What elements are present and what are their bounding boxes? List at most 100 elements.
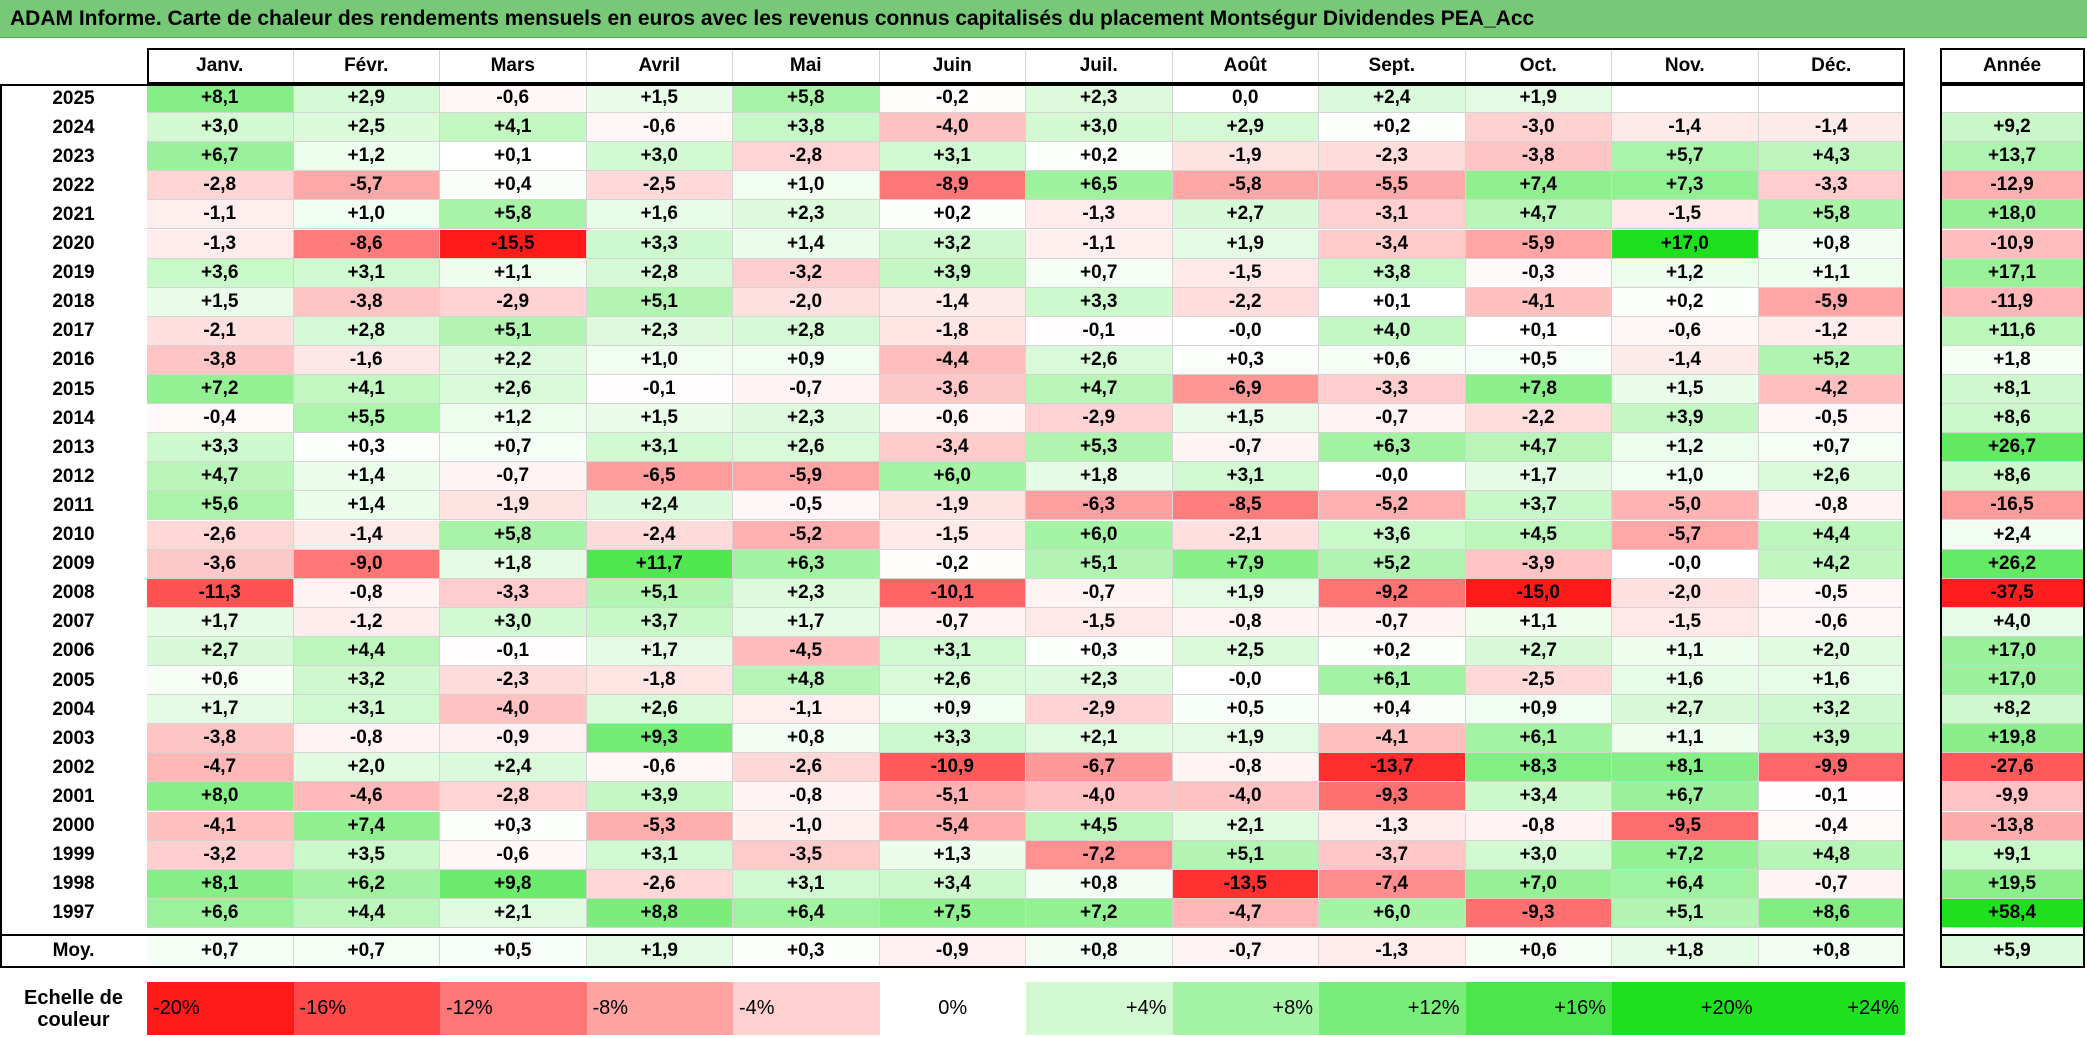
month-header: Nov.: [1612, 48, 1759, 84]
heatmap-cell: +2,6: [440, 375, 587, 405]
heatmap-cell: -2,6: [586, 869, 733, 899]
heatmap-cell: +2,3: [586, 316, 733, 346]
month-header: Déc.: [1759, 48, 1905, 84]
heatmap-cell: -8,9: [879, 171, 1026, 201]
heatmap-cell: -8,6: [293, 229, 440, 259]
heatmap-cell: -2,1: [1172, 520, 1319, 550]
heatmap-cell: +5,1: [586, 287, 733, 317]
heatmap-cell: +7,8: [1465, 375, 1612, 405]
heatmap-cell: -9,0: [293, 549, 440, 579]
heatmap-cell: +6,0: [1319, 898, 1466, 928]
row-year-label: 2014: [52, 407, 95, 429]
heatmap-cell: +5,1: [586, 578, 733, 608]
heatmap-cell: -9,5: [1612, 811, 1759, 841]
heatmap-cell: +2,4: [440, 753, 587, 783]
heatmap-cell: +5,1: [1026, 549, 1173, 579]
heatmap-cell: -11,3: [147, 578, 294, 608]
annual-cell: -10,9: [1940, 229, 2085, 259]
heatmap-cell: -0,8: [733, 782, 880, 812]
heatmap-cell: -2,3: [440, 666, 587, 696]
heatmap-cell: +3,6: [147, 258, 294, 288]
annual-cell: +2,4: [1940, 520, 2085, 550]
heatmap-cell: +9,8: [440, 869, 587, 899]
heatmap-cell: -0,8: [1172, 607, 1319, 637]
heatmap-cell: -1,2: [293, 607, 440, 637]
row-year-label: 2011: [52, 494, 95, 516]
heatmap-cell: +6,1: [1319, 666, 1466, 696]
heatmap-cell: +4,8: [733, 666, 880, 696]
annual-cell: -37,5: [1940, 578, 2085, 608]
heatmap-cell: +3,1: [586, 433, 733, 463]
heatmap-cell: +3,9: [1612, 404, 1759, 434]
heatmap-cell: -5,9: [733, 462, 880, 492]
row-year-label: 2002: [52, 756, 95, 778]
annual-cell: -13,8: [1940, 811, 2085, 841]
average-cell: -0,7: [1172, 934, 1319, 968]
annual-cell: -27,6: [1940, 753, 2085, 783]
heatmap-cell: +1,6: [586, 200, 733, 230]
heatmap-cell: +5,8: [1758, 200, 1905, 230]
heatmap-cell: -0,8: [1758, 491, 1905, 521]
heatmap-cell: -9,2: [1319, 578, 1466, 608]
heatmap-cell: -1,4: [1612, 345, 1759, 375]
annual-cell: +17,0: [1940, 636, 2085, 666]
heatmap-cell: +1,1: [1465, 607, 1612, 637]
heatmap-cell: +1,5: [147, 287, 294, 317]
heatmap-cell: +3,0: [1026, 113, 1173, 143]
heatmap-cell: +5,1: [440, 316, 587, 346]
heatmap-cell: +7,2: [147, 375, 294, 405]
heatmap-cell: -6,5: [586, 462, 733, 492]
average-cell: +0,5: [440, 934, 587, 968]
heatmap-cell: +9,3: [586, 724, 733, 754]
heatmap-cell: +1,8: [440, 549, 587, 579]
heatmap-cell: +0,1: [1465, 316, 1612, 346]
heatmap-cell: -5,7: [293, 171, 440, 201]
heatmap-cell: -0,5: [733, 491, 880, 521]
heatmap-cell: -1,4: [293, 520, 440, 550]
heatmap-cell: -8,5: [1172, 491, 1319, 521]
heatmap-cell: -4,1: [1319, 724, 1466, 754]
heatmap-cell: +0,4: [440, 171, 587, 201]
color-scale-step: +20%: [1612, 982, 1759, 1035]
annual-cell: +8,2: [1940, 695, 2085, 725]
heatmap-cell: +5,5: [293, 404, 440, 434]
heatmap-cell: -1,9: [440, 491, 587, 521]
annual-cell: [1940, 84, 2085, 114]
heatmap-cell: -2,6: [733, 753, 880, 783]
row-year-label: 2005: [52, 669, 95, 691]
heatmap-cell: -3,5: [733, 840, 880, 870]
heatmap-cell: -5,2: [733, 520, 880, 550]
annual-cell: +8,1: [1940, 375, 2085, 405]
row-year-label: 2003: [52, 727, 95, 749]
month-header: Juin: [880, 48, 1026, 84]
color-scale-label-line: couleur: [37, 1008, 110, 1031]
average-cell: +0,6: [1465, 934, 1612, 968]
heatmap-cell: +1,5: [586, 84, 733, 114]
heatmap-cell: +0,3: [1172, 345, 1319, 375]
heatmap-cell: -0,4: [1758, 811, 1905, 841]
heatmap-cell: +4,5: [1026, 811, 1173, 841]
heatmap-cell: -1,3: [147, 229, 294, 259]
heatmap-cell: +3,4: [879, 869, 1026, 899]
heatmap-cell: +3,1: [293, 258, 440, 288]
heatmap-cell: -4,1: [1465, 287, 1612, 317]
annual-cell: +1,8: [1940, 345, 2085, 375]
heatmap-cell: +7,4: [293, 811, 440, 841]
heatmap-cell: +3,5: [293, 840, 440, 870]
heatmap-cell: -10,9: [879, 753, 1026, 783]
heatmap-cell: -4,7: [1172, 898, 1319, 928]
heatmap-cell: +1,9: [1172, 229, 1319, 259]
heatmap-cell: -2,9: [440, 287, 587, 317]
heatmap-cell: +7,0: [1465, 869, 1612, 899]
heatmap-cell: -9,3: [1319, 782, 1466, 812]
heatmap-cell: +2,0: [1758, 636, 1905, 666]
heatmap-cell: +3,1: [879, 142, 1026, 172]
heatmap-cell: +0,3: [1026, 636, 1173, 666]
heatmap-cell: -1,5: [1026, 607, 1173, 637]
heatmap-cell: +4,7: [1465, 433, 1612, 463]
heatmap-cell: -0,6: [1612, 316, 1759, 346]
heatmap-cell: -1,5: [1612, 200, 1759, 230]
annual-cell: +17,1: [1940, 258, 2085, 288]
heatmap-cell: +3,9: [586, 782, 733, 812]
heatmap-cell: +1,4: [733, 229, 880, 259]
